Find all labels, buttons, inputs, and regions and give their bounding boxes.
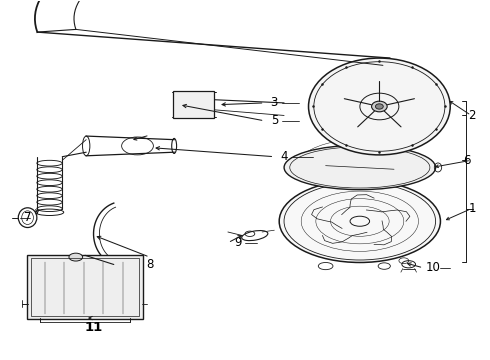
Text: 11: 11: [84, 320, 103, 333]
Ellipse shape: [279, 180, 441, 262]
Text: 1: 1: [468, 202, 476, 215]
Text: 10: 10: [426, 261, 441, 274]
FancyBboxPatch shape: [173, 91, 214, 118]
Text: 7: 7: [24, 211, 31, 224]
Ellipse shape: [309, 58, 450, 155]
Text: 2: 2: [468, 109, 476, 122]
Text: 4: 4: [280, 150, 288, 163]
FancyBboxPatch shape: [26, 255, 144, 319]
Ellipse shape: [375, 104, 383, 109]
Text: 9: 9: [234, 236, 242, 249]
Text: 5: 5: [270, 114, 278, 127]
Text: 6: 6: [464, 154, 471, 167]
Ellipse shape: [371, 101, 387, 112]
Ellipse shape: [284, 145, 436, 190]
Ellipse shape: [69, 253, 83, 261]
Text: 8: 8: [146, 258, 153, 271]
Text: 3: 3: [270, 96, 278, 109]
